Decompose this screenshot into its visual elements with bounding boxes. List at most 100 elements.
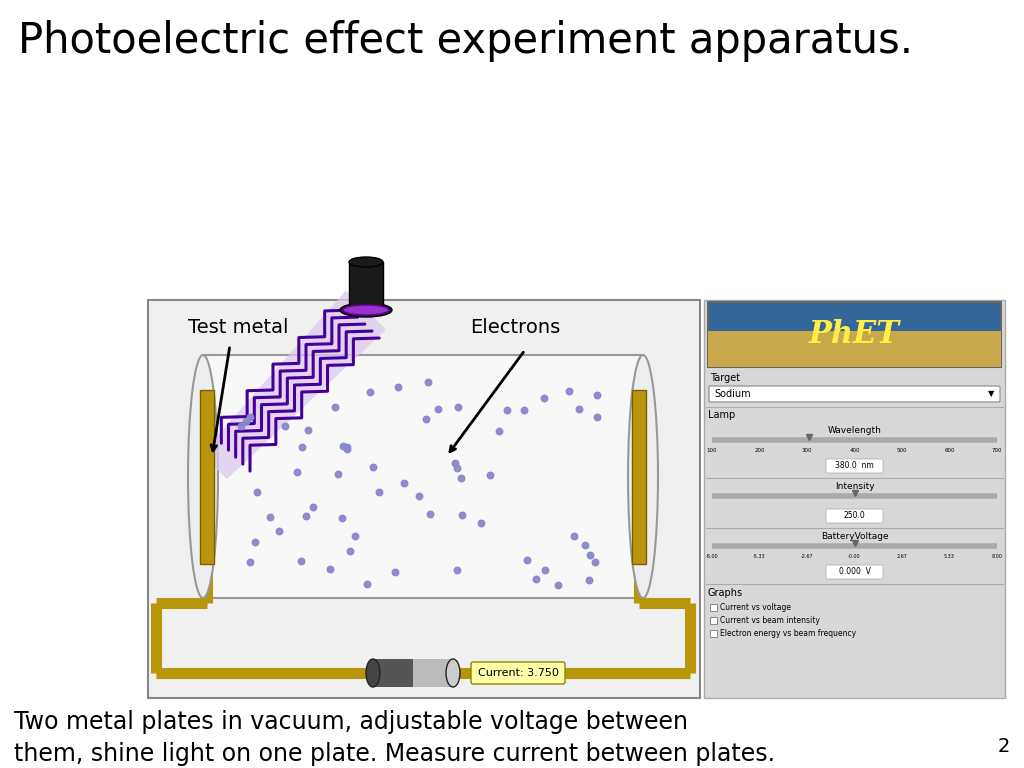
Point (500, 404, 516, 416)
Polygon shape (201, 290, 386, 479)
FancyBboxPatch shape (826, 509, 883, 523)
Point (589, 389, 605, 402)
Text: Lamp: Lamp (708, 410, 735, 420)
Text: Intensity: Intensity (835, 482, 874, 491)
Point (358, 578, 375, 591)
Text: 5.33: 5.33 (944, 554, 955, 559)
Ellipse shape (628, 355, 658, 598)
Point (396, 476, 413, 488)
Point (232, 420, 249, 432)
Point (342, 545, 358, 557)
Point (587, 556, 603, 568)
Bar (349, 262, 383, 310)
Text: 500: 500 (897, 448, 907, 453)
Point (582, 549, 598, 561)
Point (300, 424, 316, 436)
Ellipse shape (349, 257, 383, 267)
Point (473, 516, 489, 528)
Point (578, 539, 594, 551)
Point (411, 490, 427, 502)
Point (418, 413, 434, 425)
Point (387, 566, 403, 578)
Text: Graphs: Graphs (708, 588, 743, 598)
Point (430, 403, 446, 415)
Bar (705, 300, 1005, 698)
Point (451, 401, 467, 413)
Text: 400: 400 (849, 448, 860, 453)
Point (566, 530, 583, 542)
Point (453, 472, 469, 484)
Text: Electron energy vs beam frequency: Electron energy vs beam frequency (720, 629, 856, 638)
Text: -8.00: -8.00 (706, 554, 718, 559)
Point (481, 468, 498, 481)
Point (536, 392, 552, 404)
Bar (632, 389, 646, 564)
Point (362, 386, 379, 398)
Point (490, 425, 507, 437)
Point (581, 574, 597, 587)
FancyBboxPatch shape (826, 459, 883, 473)
Text: -5.33: -5.33 (754, 554, 766, 559)
FancyBboxPatch shape (709, 386, 1000, 402)
Point (455, 508, 471, 521)
FancyBboxPatch shape (826, 565, 883, 579)
Point (528, 573, 545, 585)
Bar (708, 302, 1001, 367)
Text: Sodium: Sodium (714, 389, 751, 399)
Point (270, 525, 287, 538)
Point (243, 411, 259, 423)
Point (330, 468, 346, 480)
Bar (710, 604, 717, 611)
Point (450, 564, 466, 576)
Bar (413, 659, 453, 687)
Bar (203, 355, 643, 598)
Text: 380.0  nm: 380.0 nm (836, 462, 873, 471)
Point (289, 465, 305, 478)
Text: Two metal plates in vacuum, adjustable voltage between: Two metal plates in vacuum, adjustable v… (14, 710, 688, 734)
Bar (710, 630, 717, 637)
Bar (148, 300, 700, 698)
Point (446, 457, 463, 469)
Text: 100: 100 (707, 448, 717, 453)
Text: Target: Target (710, 373, 740, 383)
Text: PhET: PhET (809, 319, 900, 350)
Point (294, 441, 310, 453)
Text: 250.0: 250.0 (844, 511, 865, 521)
Bar (373, 659, 413, 687)
Point (519, 554, 536, 566)
Text: 700: 700 (992, 448, 1002, 453)
Text: Photoelectric effect experiment apparatus.: Photoelectric effect experiment apparatu… (18, 20, 913, 62)
Point (371, 486, 387, 498)
Point (537, 564, 553, 576)
Text: Current vs beam intensity: Current vs beam intensity (720, 616, 820, 625)
Text: 2: 2 (997, 737, 1010, 756)
FancyBboxPatch shape (471, 662, 565, 684)
Text: ▼: ▼ (988, 389, 994, 399)
Text: 2.67: 2.67 (897, 554, 907, 559)
Point (335, 440, 351, 452)
Point (560, 385, 577, 397)
Text: Test metal: Test metal (188, 318, 289, 337)
Point (298, 510, 314, 522)
Text: Current: 3.750: Current: 3.750 (477, 668, 558, 678)
Point (515, 404, 531, 416)
Bar (708, 331, 1001, 367)
Point (261, 511, 278, 523)
Bar (200, 389, 214, 564)
Point (304, 502, 321, 514)
Text: them, shine light on one plate. Measure current between plates.: them, shine light on one plate. Measure … (14, 742, 775, 766)
Point (293, 554, 309, 567)
Text: Wavelength: Wavelength (827, 426, 882, 435)
Ellipse shape (343, 305, 389, 315)
Text: Current vs voltage: Current vs voltage (720, 603, 791, 612)
Point (390, 381, 407, 393)
Point (339, 441, 355, 453)
Text: -2.67: -2.67 (801, 554, 813, 559)
Point (249, 486, 265, 498)
Point (449, 462, 465, 474)
Point (347, 530, 364, 542)
Point (570, 403, 587, 415)
Bar (710, 617, 717, 624)
Point (247, 536, 263, 548)
Point (322, 563, 338, 575)
